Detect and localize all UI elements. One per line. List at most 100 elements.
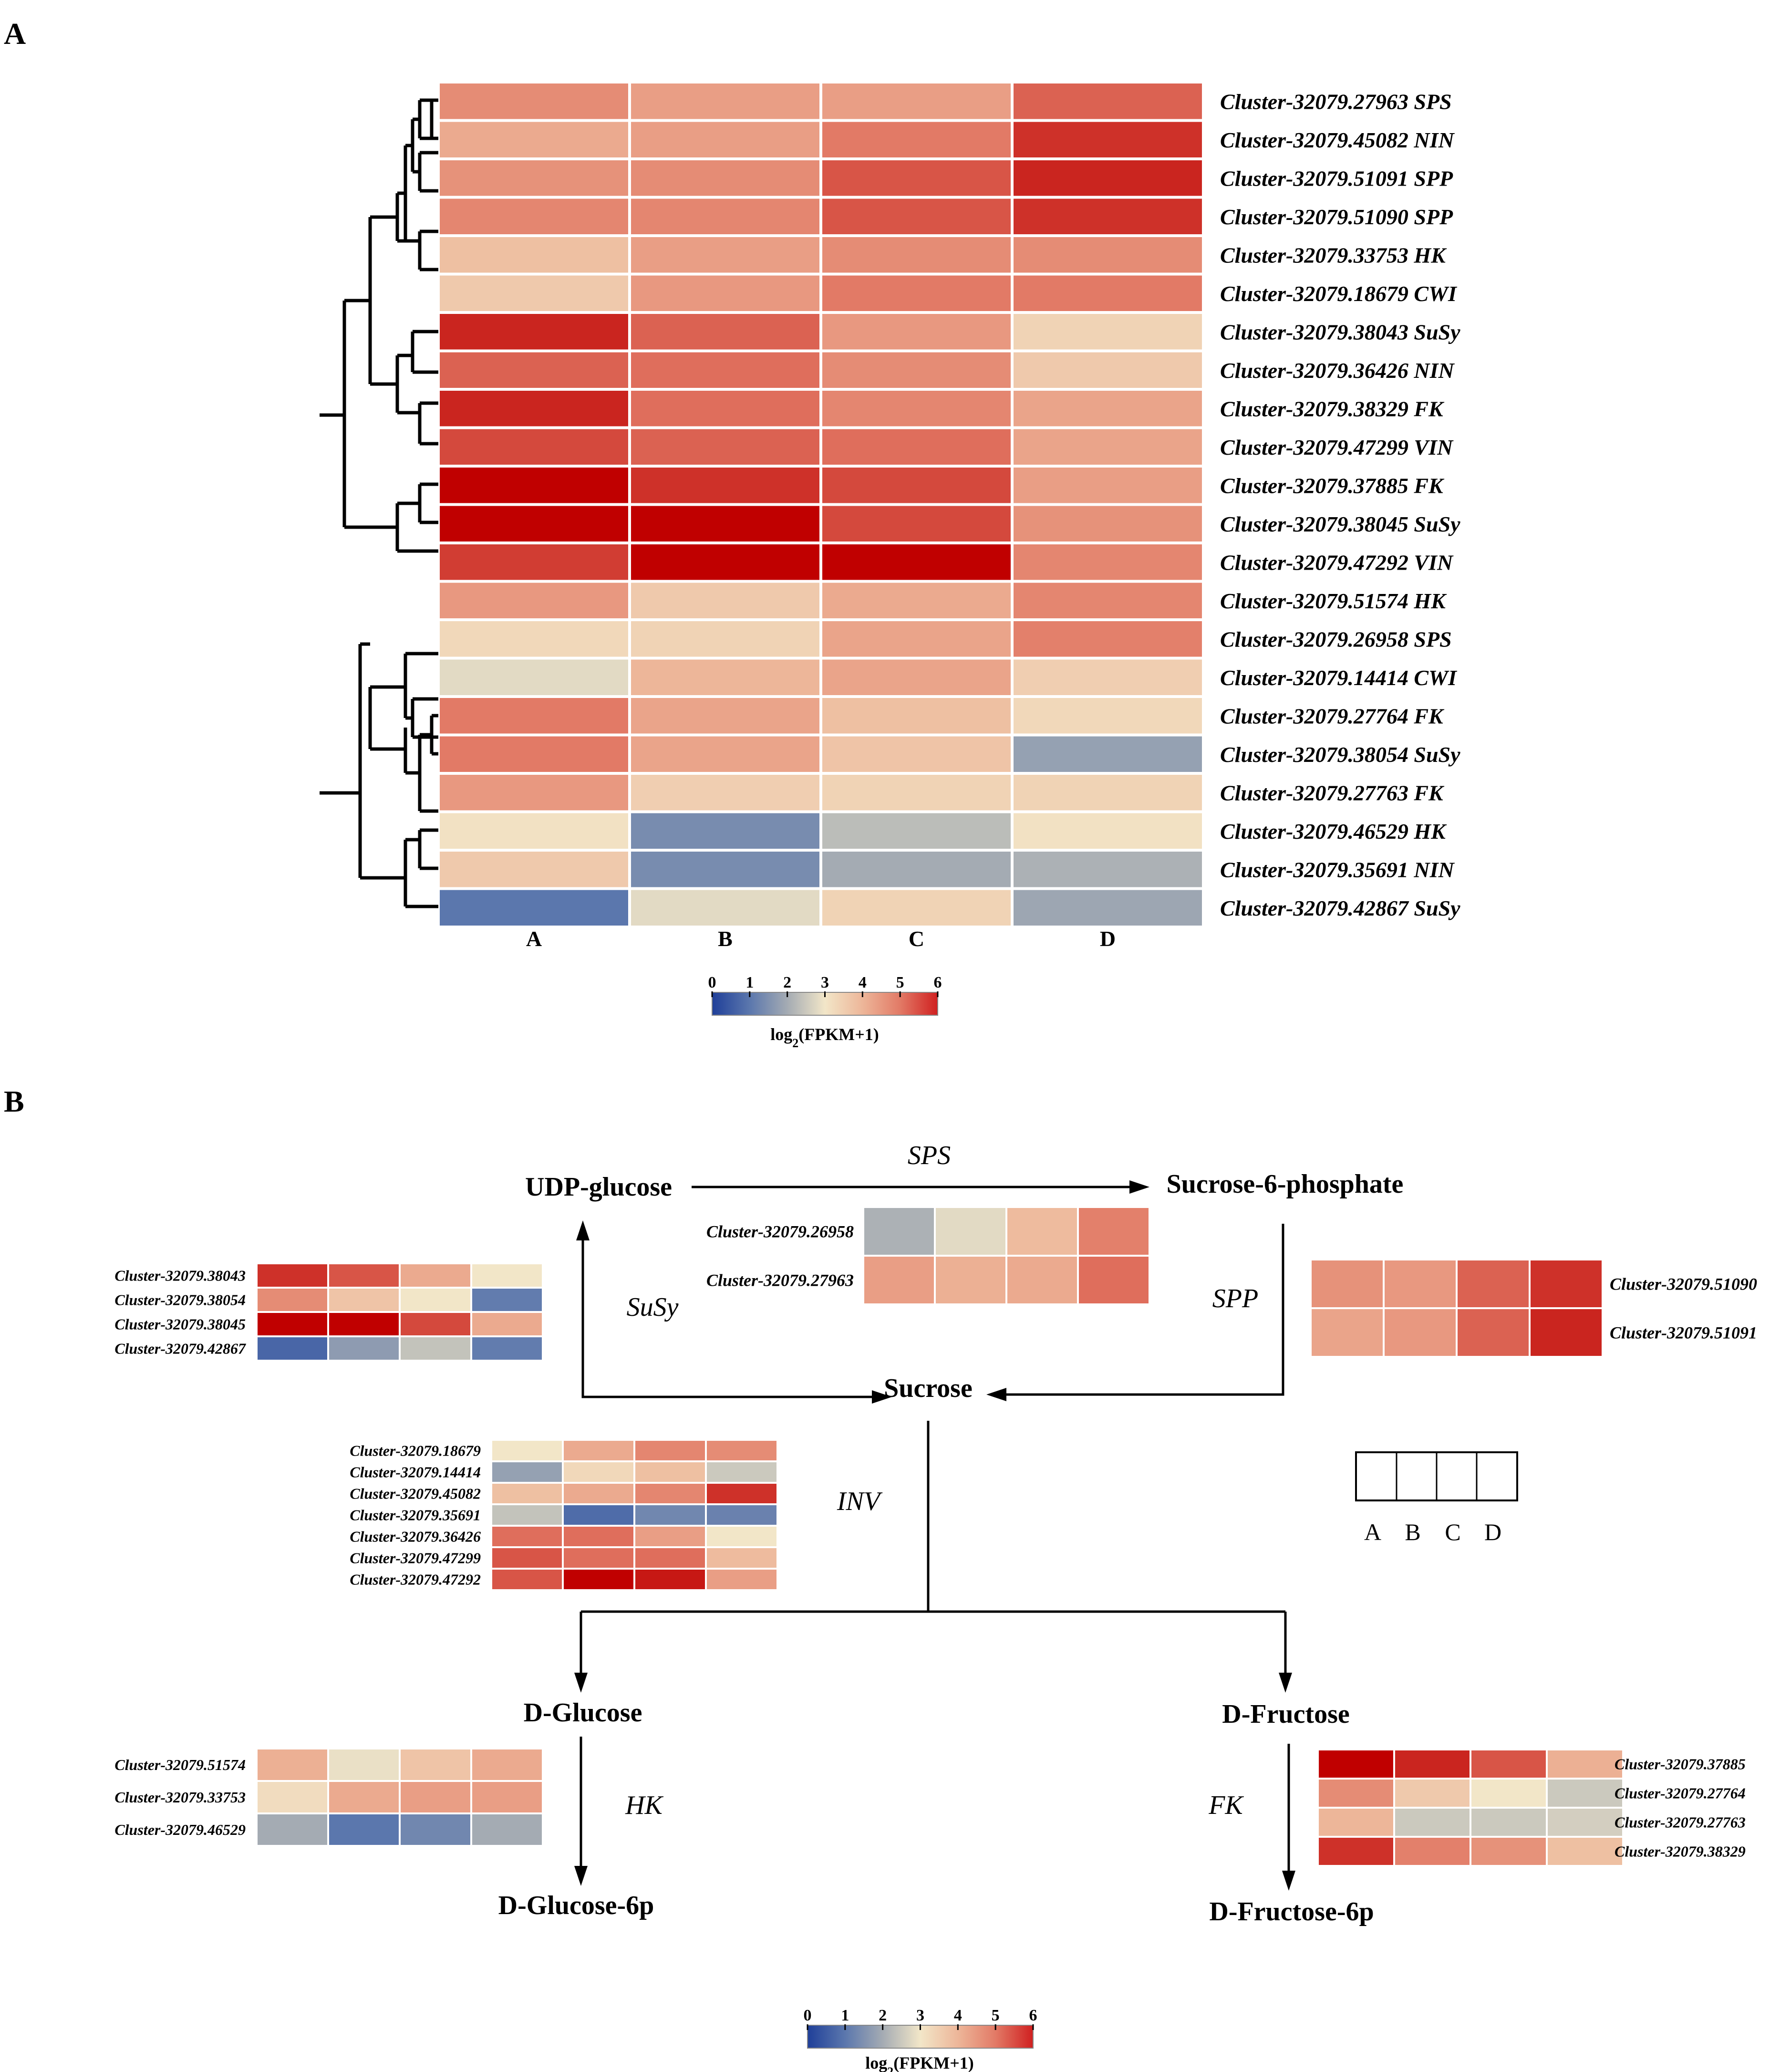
heatmap-b-row-label: Cluster-32079.27963 (706, 1271, 854, 1290)
colorbar-a-ticks: 0 1 2 3 4 5 6 (708, 974, 942, 997)
colorbar-tick-label: 3 (821, 974, 829, 991)
heatmap-a-cell (1014, 198, 1202, 234)
heatmap-a-cell (822, 813, 1011, 849)
colorbar-a: 0 1 2 3 4 5 6 log2(FPKM+1) (708, 974, 942, 1050)
heatmap-a-row-label: Cluster-32079.51090 SPP (1220, 205, 1453, 229)
heatmap-a-cell (631, 429, 819, 465)
column-legend-letter: C (1445, 1519, 1460, 1545)
heatmap-b-cell (258, 1749, 327, 1780)
heatmap-a-cell (440, 314, 628, 350)
heatmap-b-cell (492, 1484, 562, 1503)
node-d-fructose: D-Fructose (1222, 1699, 1349, 1729)
heatmap-b-cell (492, 1441, 562, 1460)
heatmap-b-cell (401, 1313, 470, 1335)
heatmap-a-cell (1014, 698, 1202, 734)
heatmap-b-row-label: Cluster-32079.35691 (350, 1507, 481, 1524)
heatmap-a-cell (440, 83, 628, 119)
heatmap-b-cell (1548, 1780, 1622, 1807)
heatmap-a-row-label: Cluster-32079.51574 HK (1220, 589, 1447, 613)
heatmap-a-row-label: Cluster-32079.36426 NIN (1220, 358, 1455, 383)
heatmap-b-cell (1458, 1309, 1529, 1356)
enzyme-spp: SPP (1212, 1284, 1258, 1313)
heatmap-b-cell (707, 1505, 776, 1525)
heatmap-b-cell (707, 1570, 776, 1589)
heatmap-a-cell (440, 391, 628, 427)
heatmap-a-cell (631, 314, 819, 350)
enzyme-inv: INV (837, 1487, 883, 1516)
heatmap-b-sps: Cluster-32079.26958 Cluster-32079.27963 (706, 1208, 1149, 1303)
heatmap-b-cell (258, 1289, 327, 1311)
panel-a-column-labels: A B C D (526, 927, 1116, 951)
heatmap-a-cell (440, 621, 628, 657)
heatmap-b-cell (1395, 1838, 1470, 1865)
heatmap-b-fk: Cluster-32079.37885 Cluster-32079.27764 Cl… (1319, 1750, 1746, 1865)
heatmap-b-cell (1395, 1809, 1470, 1836)
enzyme-hk: HK (625, 1791, 663, 1820)
heatmap-b-cell (564, 1527, 633, 1546)
heatmap-b-cell (635, 1570, 705, 1589)
heatmap-b-row-label: Cluster-32079.47299 (350, 1550, 481, 1567)
heatmap-a-cell (440, 429, 628, 465)
heatmap-b-cell (401, 1289, 470, 1311)
heatmap-b-cell (1385, 1260, 1456, 1307)
colorbar-tick-label: 5 (896, 974, 904, 991)
heatmap-a-cell (822, 198, 1011, 234)
panel-label-a: A (4, 17, 26, 51)
enzyme-sps: SPS (908, 1141, 951, 1170)
heatmap-b-row-label: Cluster-32079.33753 (114, 1789, 246, 1806)
colorbar-b-label: log2(FPKM+1) (865, 2053, 973, 2072)
heatmap-a-cell (440, 775, 628, 811)
heatmap-b-cell (1548, 1809, 1622, 1836)
heatmap-a-column-label: B (718, 927, 733, 951)
colorbar-tick-label: 0 (708, 974, 716, 991)
heatmap-b-row-label: Cluster-32079.42867 (114, 1340, 247, 1357)
heatmap-a-cell (440, 736, 628, 772)
heatmap-b-cell (329, 1289, 399, 1311)
heatmap-b-cell (1458, 1260, 1529, 1307)
heatmap-a-cell (631, 122, 819, 157)
heatmap-a-cell (631, 775, 819, 811)
heatmap-a-cell (631, 468, 819, 503)
heatmap-a-cell (822, 621, 1011, 657)
heatmap-b-cell (472, 1749, 542, 1780)
heatmap-b-cell (1319, 1838, 1393, 1865)
heatmap-b-row-label: Cluster-32079.38054 (114, 1291, 246, 1309)
heatmap-b-cell (564, 1548, 633, 1568)
heatmap-a-cell (440, 275, 628, 311)
arrow-hk-head (574, 1866, 588, 1886)
colorbar-tick-label: 0 (804, 2007, 812, 2024)
heatmap-a-cell (1014, 122, 1202, 157)
heatmap-a-cell (440, 890, 628, 926)
heatmap-b-cell (707, 1441, 776, 1460)
heatmap-b-row-label: Cluster-32079.51574 (114, 1756, 246, 1773)
heatmap-b-cell (1319, 1809, 1393, 1836)
heatmap-a-row-label: Cluster-32079.47299 VIN (1220, 435, 1454, 459)
column-legend-letter: A (1364, 1519, 1381, 1545)
arrow-susy (581, 1240, 875, 1398)
heatmap-a-row-label: Cluster-32079.51091 SPP (1220, 166, 1453, 190)
heatmap-a-cell (440, 122, 628, 157)
heatmap-a-cell (822, 736, 1011, 772)
heatmap-b-cell (1312, 1309, 1383, 1356)
colorbar-tick-label: 6 (934, 974, 942, 991)
heatmap-a-cell (440, 544, 628, 580)
heatmap-a-row-label: Cluster-32079.37885 FK (1220, 473, 1445, 498)
heatmap-a-cell (1014, 83, 1202, 119)
colorbar-tick-label: 4 (859, 974, 867, 991)
heatmap-b-row-label: Cluster-32079.18679 (350, 1442, 481, 1459)
heatmap-b-row-label: Cluster-32079.27763 (1615, 1814, 1746, 1831)
heatmap-a-cell (440, 506, 628, 541)
heatmap-a-cell (1014, 621, 1202, 657)
pathway-arrows (574, 1180, 1295, 1891)
heatmap-b-cell (707, 1548, 776, 1568)
heatmap-b-row-label: Cluster-32079.37885 (1615, 1756, 1746, 1773)
heatmap-b-cell (492, 1527, 562, 1546)
heatmap-a-cell (1014, 314, 1202, 350)
heatmap-b-cell (492, 1505, 562, 1525)
heatmap-a-cell (440, 198, 628, 234)
heatmap-b-spp: Cluster-32079.51090 Cluster-32079.51091 (1312, 1260, 1757, 1356)
arrow-spp (1004, 1224, 1284, 1396)
heatmap-a-cell (631, 198, 819, 234)
